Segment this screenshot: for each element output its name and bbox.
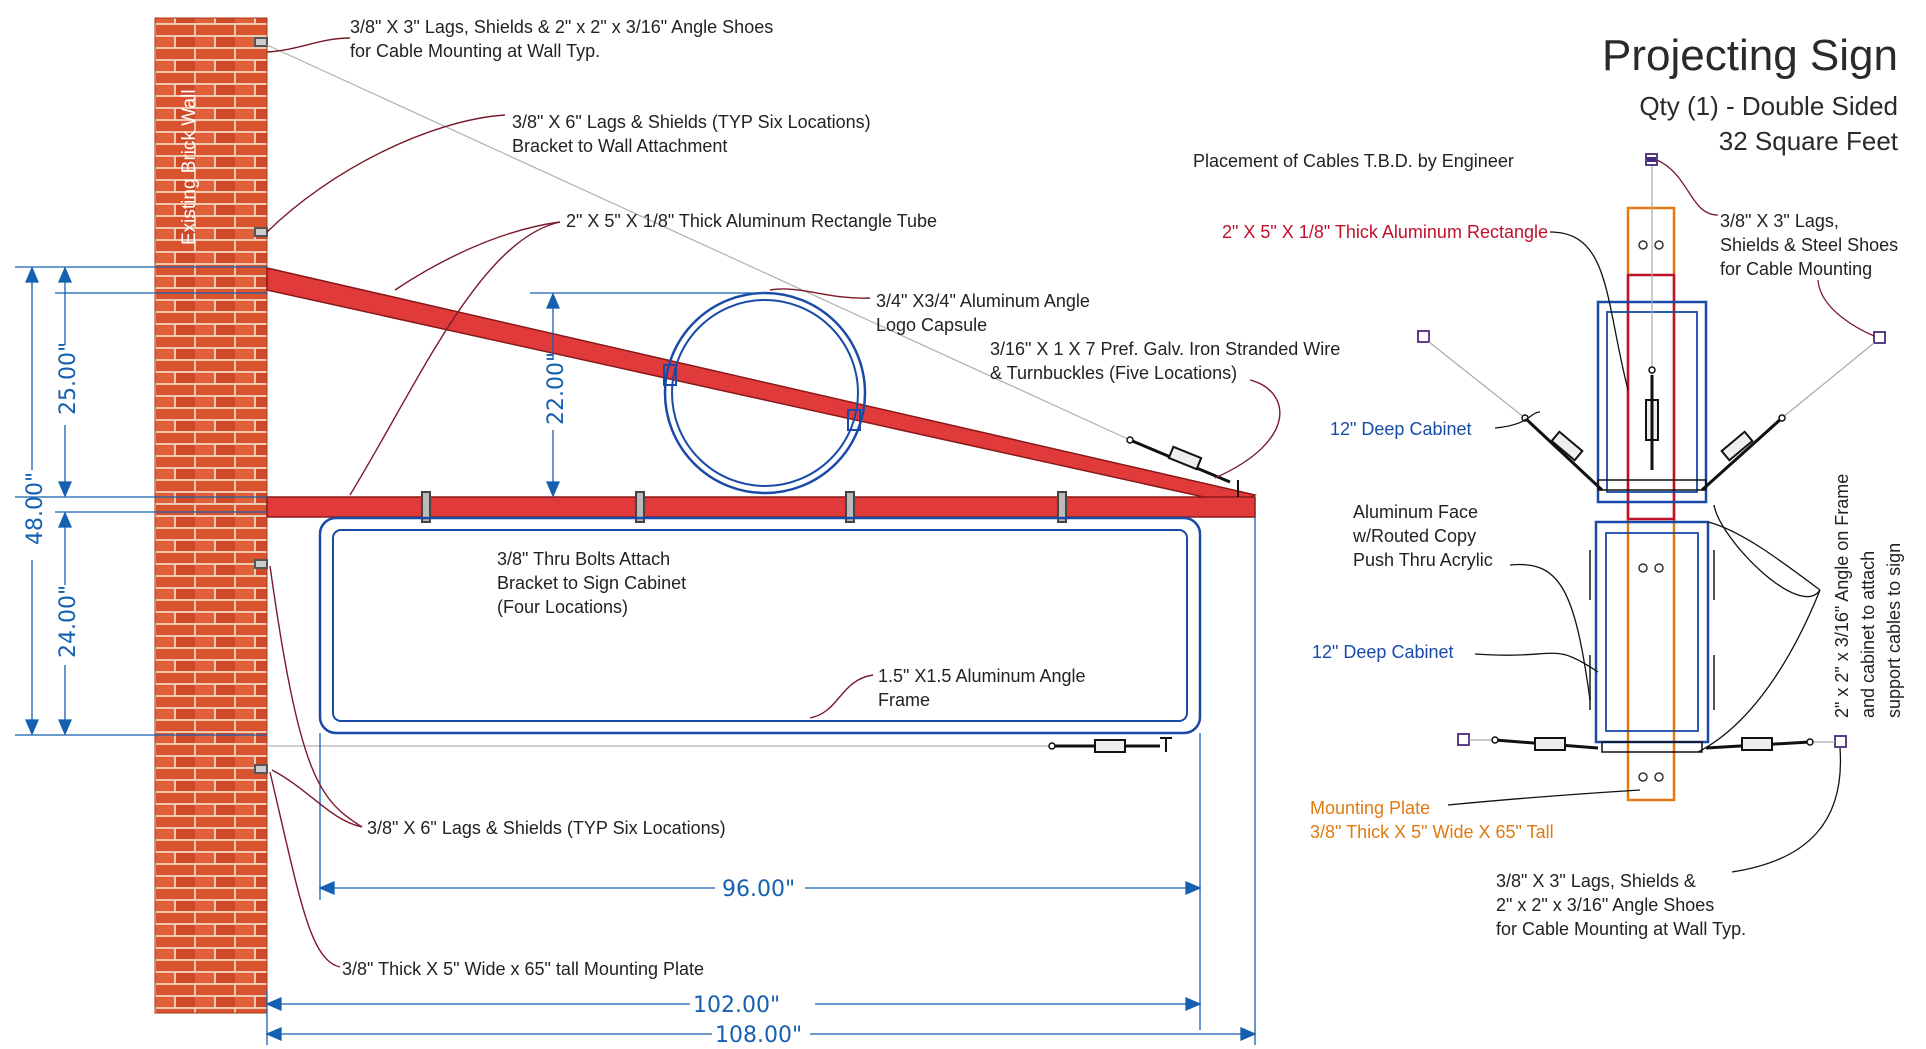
callout-rect-tube: 2" X 5" X 1/8" Thick Aluminum Rectangle … xyxy=(566,211,937,231)
lower-turnbuckle xyxy=(1048,737,1172,753)
brick-wall xyxy=(154,17,268,1014)
dim-108: 108.00" xyxy=(715,1023,802,1048)
cabinet-top-label: 12" Deep Cabinet xyxy=(1330,419,1472,439)
end-view-leaders xyxy=(1447,231,1842,873)
wall-label: Existing Brick Wall xyxy=(179,89,200,245)
cabinet-bottom-inner xyxy=(1605,532,1699,732)
sign-cabinet-inner xyxy=(332,529,1188,722)
page-title: Projecting Sign xyxy=(1602,31,1898,80)
shoes-bottom-callout: 3/8" X 3" Lags, Shields & 2" x 2" x 3/16… xyxy=(1496,871,1746,939)
dim-22: 22.00" xyxy=(544,352,569,425)
dim-48: 48.00" xyxy=(23,472,48,545)
leader-lines xyxy=(266,37,1281,968)
horizontal-tube xyxy=(266,496,1256,518)
callout-lags-bracket: 3/8" X 6" Lags & Shields (TYP Six Locati… xyxy=(512,112,876,156)
callout-angle-frame: 1.5" X1.5 Aluminum Angle Frame xyxy=(878,666,1091,710)
plate-callout: Mounting Plate 3/8" Thick X 5" Wide X 65… xyxy=(1310,798,1554,842)
cables-note: Placement of Cables T.B.D. by Engineer xyxy=(1193,151,1514,171)
end-view-cables xyxy=(1428,341,1875,751)
subtitle-qty: Qty (1) - Double Sided xyxy=(1639,91,1898,121)
dim-96: 96.00" xyxy=(722,877,795,902)
title-block: Projecting Sign Qty (1) - Double Sided 3… xyxy=(1602,31,1899,156)
end-view: Placement of Cables T.B.D. by Engineer 2… xyxy=(1193,151,1904,939)
callout-mounting-plate: 3/8" Thick X 5" Wide x 65" tall Mounting… xyxy=(342,959,704,979)
thru-bolts xyxy=(421,491,1067,523)
callout-lags-shoes: 3/8" X 3" Lags, Shields & 2" x 2" x 3/16… xyxy=(350,17,778,61)
shoes-top-callout: 3/8" X 3" Lags, Shields & Steel Shoes fo… xyxy=(1720,211,1903,279)
face-callout: Aluminum Face w/Routed Copy Push Thru Ac… xyxy=(1352,502,1493,570)
callout-lags-six: 3/8" X 6" Lags & Shields (TYP Six Locati… xyxy=(367,818,726,838)
dim-102: 102.00" xyxy=(693,993,780,1018)
mounting-plate xyxy=(1626,206,1676,802)
upper-cable xyxy=(266,44,1131,441)
logo-capsule-inner xyxy=(671,299,859,487)
callout-logo-capsule: 3/4" X3/4" Aluminum Angle Logo Capsule xyxy=(876,291,1095,335)
end-rect-label: 2" X 5" X 1/8" Thick Aluminum Rectangle xyxy=(1222,222,1548,242)
subtitle-area: 32 Square Feet xyxy=(1719,126,1899,156)
wall-bolts xyxy=(254,37,268,774)
upper-turnbuckle xyxy=(1126,436,1239,497)
callout-thru-bolts: 3/8" Thru Bolts Attach Bracket to Sign C… xyxy=(497,549,691,617)
callout-stranded-wire: 3/16" X 1 X 7 Pref. Galv. Iron Stranded … xyxy=(990,339,1345,383)
cabinet-bottom-label: 12" Deep Cabinet xyxy=(1312,642,1454,662)
vertical-angle-callout: 2" x 2" x 3/16" Angle on Frame and cabin… xyxy=(1832,469,1904,718)
dimension-lines xyxy=(15,266,1257,1045)
dim-25: 25.00" xyxy=(56,342,81,415)
end-rect-tube xyxy=(1626,273,1676,521)
dim-24: 24.00" xyxy=(56,585,81,658)
side-view: Existing Brick Wall xyxy=(15,17,1345,1048)
sign-cabinet-outer xyxy=(318,516,1202,735)
cabinet-bottom-outer xyxy=(1594,520,1710,744)
angled-tube xyxy=(266,267,1257,506)
